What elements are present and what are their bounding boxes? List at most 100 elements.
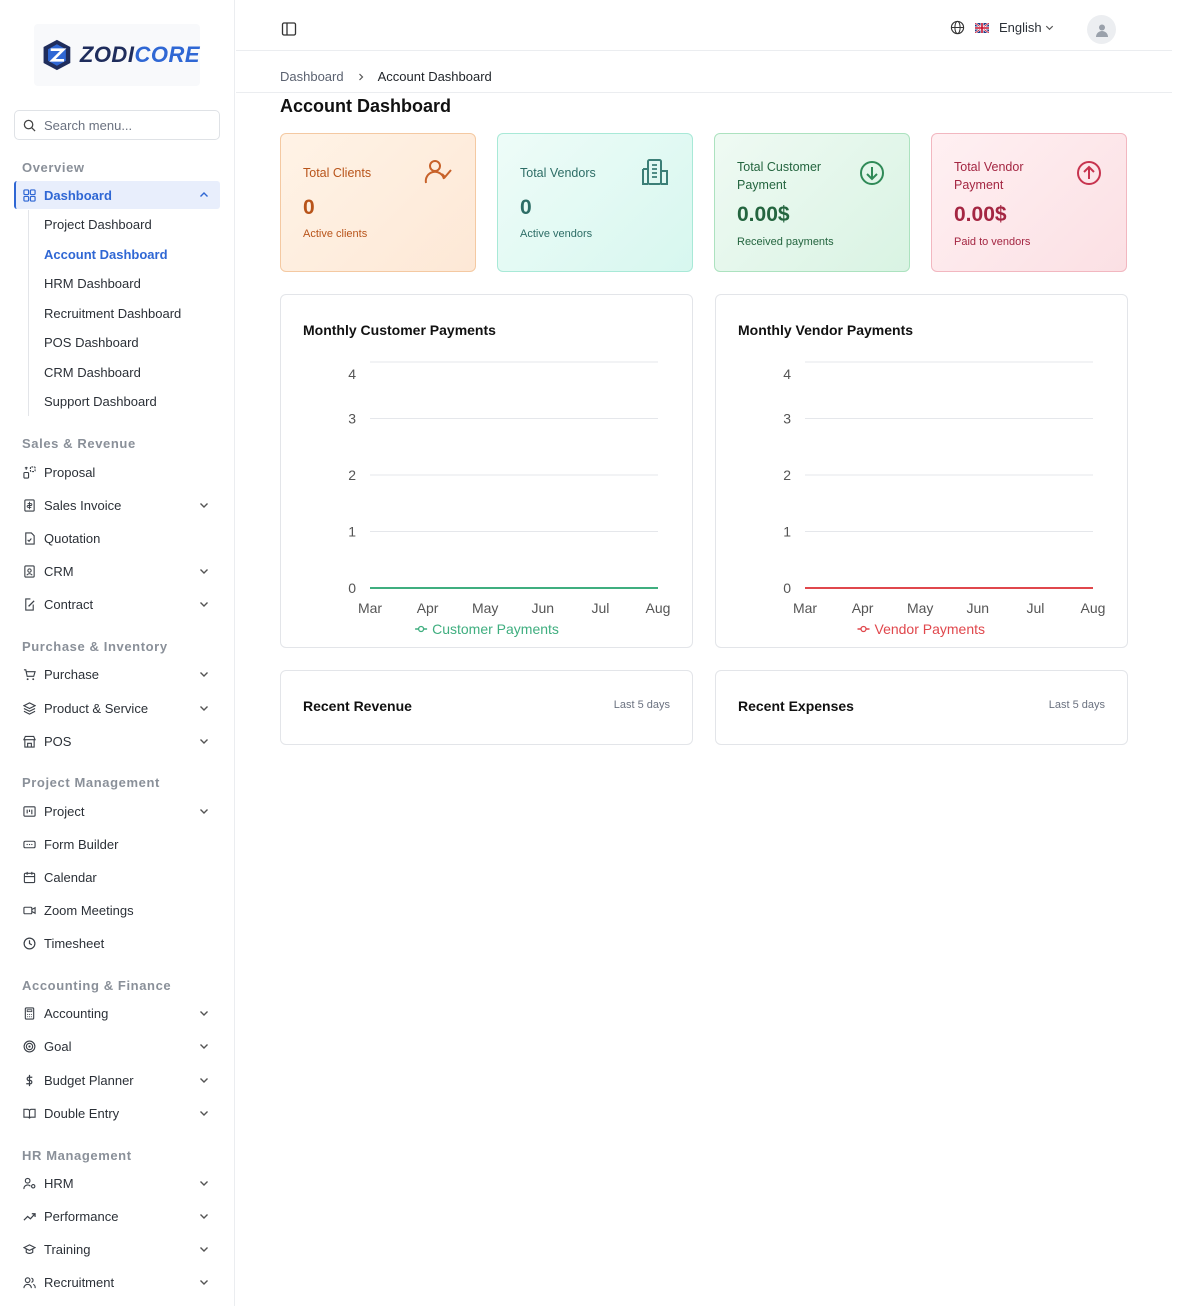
sidebar-item-double-entry[interactable]: Double Entry: [14, 1099, 220, 1127]
sidebar-item-label: Form Builder: [44, 836, 119, 852]
chart-title: Monthly Customer Payments: [303, 322, 496, 338]
x-tick-label: Apr: [852, 600, 874, 616]
sidebar-item-purchase[interactable]: Purchase: [14, 660, 220, 688]
recent-revenue-panel: Recent Revenue Last 5 days: [280, 670, 693, 745]
chevron-down-icon: [200, 1181, 208, 1186]
legend-label: Customer Payments: [432, 621, 559, 637]
breadcrumb-root[interactable]: Dashboard: [280, 69, 344, 84]
legend-marker: [860, 625, 867, 633]
sidebar-item-timesheet[interactable]: Timesheet: [14, 929, 220, 957]
sidebar-item-label: Product & Service: [44, 700, 149, 716]
sidebar-item-contract[interactable]: Contract: [14, 590, 220, 618]
stat-card-total-clients: Total Clients 0 Active clients: [280, 133, 476, 272]
sidebar-item-label: Calendar: [44, 869, 97, 885]
legend-item[interactable]: Customer Payments: [415, 621, 559, 637]
sidebar-item-sales-invoice[interactable]: Sales Invoice: [14, 491, 220, 519]
sidebar-item-project[interactable]: Project: [14, 797, 220, 825]
sidebar-item-label: Purchase: [44, 666, 99, 682]
target-icon: [22, 1039, 36, 1053]
sidebar-item-label: Contract: [44, 596, 94, 612]
calendar-icon: [22, 870, 36, 884]
sidebar-subitem-recruitment-dashboard[interactable]: Recruitment Dashboard: [44, 306, 182, 321]
sidebar-subitem-pos-dashboard[interactable]: POS Dashboard: [44, 335, 139, 350]
sidebar-item-product-service[interactable]: Product & Service: [14, 694, 220, 722]
chevron-down-icon: [200, 602, 208, 607]
section-overview: Overview: [22, 160, 85, 175]
chart-title: Monthly Vendor Payments: [738, 322, 914, 338]
x-tick-label: Jul: [1026, 600, 1044, 616]
calculator-icon: [22, 1006, 36, 1020]
section-accounting-finance: Accounting & Finance: [22, 978, 172, 993]
invoice-icon: [22, 498, 36, 512]
stat-label: Total Clients: [303, 166, 372, 180]
sidebar-item-proposal[interactable]: Proposal: [14, 458, 220, 486]
sidebar-item-label: Project: [44, 803, 85, 819]
chevron-down-icon: [200, 1111, 208, 1116]
sidebar-item-hrm[interactable]: HRM: [14, 1169, 220, 1197]
chevron-down-icon: [200, 503, 208, 508]
stat-card-total-vendors: Total Vendors 0 Active vendors: [497, 133, 693, 272]
sidebar-item-recruitment[interactable]: Recruitment: [14, 1268, 220, 1296]
y-tick-label: 4: [348, 366, 356, 382]
sidebar-item-label: Quotation: [44, 530, 101, 546]
sidebar-subitem-hrm-dashboard[interactable]: HRM Dashboard: [44, 276, 141, 291]
y-tick-label: 0: [348, 580, 356, 596]
stat-value: 0: [303, 196, 315, 219]
stat-value: 0: [520, 196, 532, 219]
sidebar-item-performance[interactable]: Performance: [14, 1202, 220, 1230]
y-tick-label: 3: [783, 411, 791, 427]
user-avatar[interactable]: [1087, 15, 1116, 44]
stat-subtext: Active vendors: [520, 228, 593, 240]
grid-icon: [22, 188, 36, 202]
brand-logo[interactable]: ZODICORE: [34, 24, 200, 86]
sidebar-item-accounting[interactable]: Accounting: [14, 999, 220, 1027]
section-hr-management: HR Management: [22, 1148, 132, 1163]
y-tick-label: 2: [783, 467, 791, 483]
divider: [236, 92, 1172, 93]
sidebar-item-training[interactable]: Training: [14, 1235, 220, 1263]
sidebar-item-crm[interactable]: CRM: [14, 557, 220, 585]
section-purchase-inventory: Purchase & Inventory: [22, 639, 168, 654]
page-title: Account Dashboard: [280, 96, 452, 116]
file-edit-icon: [22, 597, 36, 611]
layers-icon: [22, 701, 36, 715]
sidebar-item-goal[interactable]: Goal: [14, 1032, 220, 1060]
sidebar-item-form-builder[interactable]: Form Builder: [14, 830, 220, 858]
chevron-down-icon: [200, 706, 208, 711]
language-selector[interactable]: English: [950, 20, 1055, 35]
sidebar-item-pos[interactable]: POS: [14, 727, 220, 755]
sidebar-item-label: CRM: [44, 563, 74, 579]
sidebar-item-dashboard[interactable]: Dashboard: [14, 181, 220, 209]
breadcrumb: Dashboard Account Dashboard: [280, 69, 492, 84]
y-tick-label: 3: [348, 411, 356, 427]
range-label: Last 5 days: [613, 699, 670, 711]
sidebar-item-budget-planner[interactable]: Budget Planner: [14, 1066, 220, 1094]
legend-item[interactable]: Vendor Payments: [857, 621, 986, 637]
cart-icon: [22, 667, 36, 681]
sidebar-subitem-account-dashboard[interactable]: Account Dashboard: [44, 247, 168, 262]
sidebar-item-label: Proposal: [44, 464, 96, 480]
search-input[interactable]: [44, 117, 204, 133]
chevron-up-icon: [200, 192, 208, 197]
sidebar-item-label: Double Entry: [44, 1105, 120, 1121]
y-tick-label: 0: [783, 580, 791, 596]
sidebar-toggle-icon[interactable]: [281, 21, 297, 37]
sidebar-item-label: Sales Invoice: [44, 497, 122, 513]
section-sales-revenue: Sales & Revenue: [22, 436, 136, 451]
file-check-icon: [22, 531, 36, 545]
chevron-down-icon: [200, 1214, 208, 1219]
sidebar-item-label: Dashboard: [44, 187, 112, 203]
trending-up-icon: [22, 1209, 36, 1223]
legend-label: Vendor Payments: [875, 621, 986, 637]
sidebar-subitem-project-dashboard[interactable]: Project Dashboard: [44, 217, 152, 232]
sidebar-subitem-crm-dashboard[interactable]: CRM Dashboard: [44, 365, 141, 380]
stat-card-total-customer-payment: Total Customer Payment 0.00$ Received pa…: [714, 133, 910, 272]
x-tick-label: Apr: [417, 600, 439, 616]
sidebar-item-quotation[interactable]: Quotation: [14, 524, 220, 552]
sidebar-item-zoom-meetings[interactable]: Zoom Meetings: [14, 896, 220, 924]
chevron-down-icon: [200, 1078, 208, 1083]
panel-title: Recent Revenue: [303, 698, 412, 714]
sidebar-item-calendar[interactable]: Calendar: [14, 863, 220, 891]
sidebar-subitem-support-dashboard[interactable]: Support Dashboard: [44, 394, 157, 409]
search-icon: [23, 119, 36, 132]
